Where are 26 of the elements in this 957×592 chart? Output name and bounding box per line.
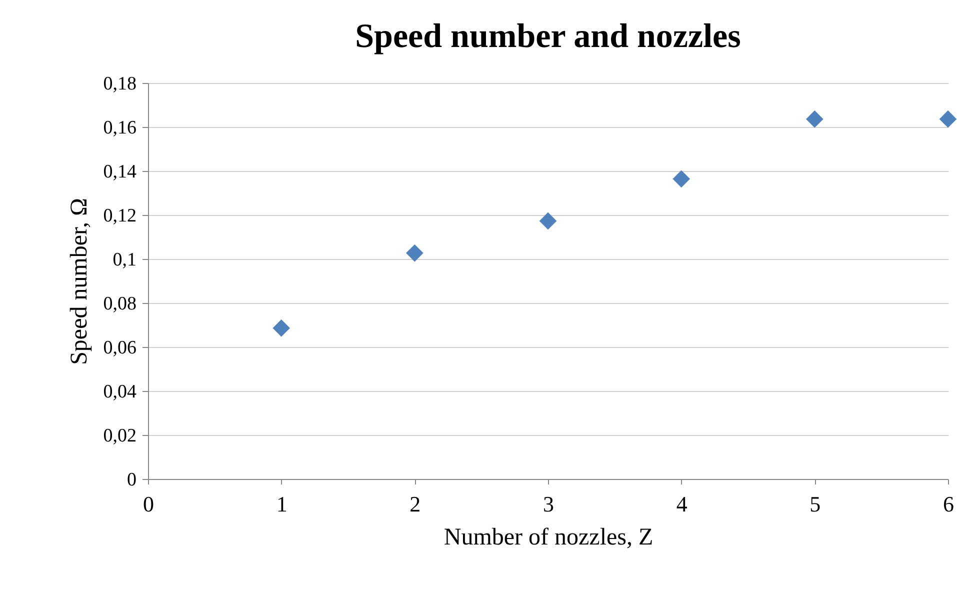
x-tick-label: 4 bbox=[676, 492, 688, 516]
y-axis-title: Speed number, Ω bbox=[66, 198, 92, 365]
y-tick-label: 0,08 bbox=[103, 294, 136, 314]
y-tick-label: 0,16 bbox=[103, 118, 136, 138]
y-tick-label: 0,1 bbox=[112, 250, 136, 270]
point bbox=[939, 110, 957, 128]
y-tick-label: 0,12 bbox=[103, 206, 136, 226]
x-tick-label: 5 bbox=[810, 492, 821, 516]
y-tick-label: 0,14 bbox=[103, 162, 137, 182]
point bbox=[406, 244, 424, 262]
chart-title: Speed number and nozzles bbox=[355, 18, 741, 55]
x-tick-label: 2 bbox=[410, 492, 421, 516]
x-tick-label: 1 bbox=[276, 492, 288, 516]
x-tick-label: 0 bbox=[143, 492, 154, 516]
point bbox=[272, 319, 290, 337]
y-tick-label: 0,06 bbox=[103, 338, 136, 358]
x-axis-title: Number of nozzles, Z bbox=[444, 524, 654, 550]
x-tick-label: 3 bbox=[543, 492, 554, 516]
y-tick-label: 0,18 bbox=[103, 74, 136, 94]
point bbox=[806, 110, 824, 128]
y-tick-label: 0 bbox=[127, 470, 136, 490]
y-tick-label: 0,04 bbox=[103, 382, 137, 402]
y-tick-label: 0,02 bbox=[103, 426, 136, 446]
point bbox=[539, 212, 557, 230]
point bbox=[672, 170, 690, 188]
x-tick-label: 6 bbox=[943, 492, 954, 516]
